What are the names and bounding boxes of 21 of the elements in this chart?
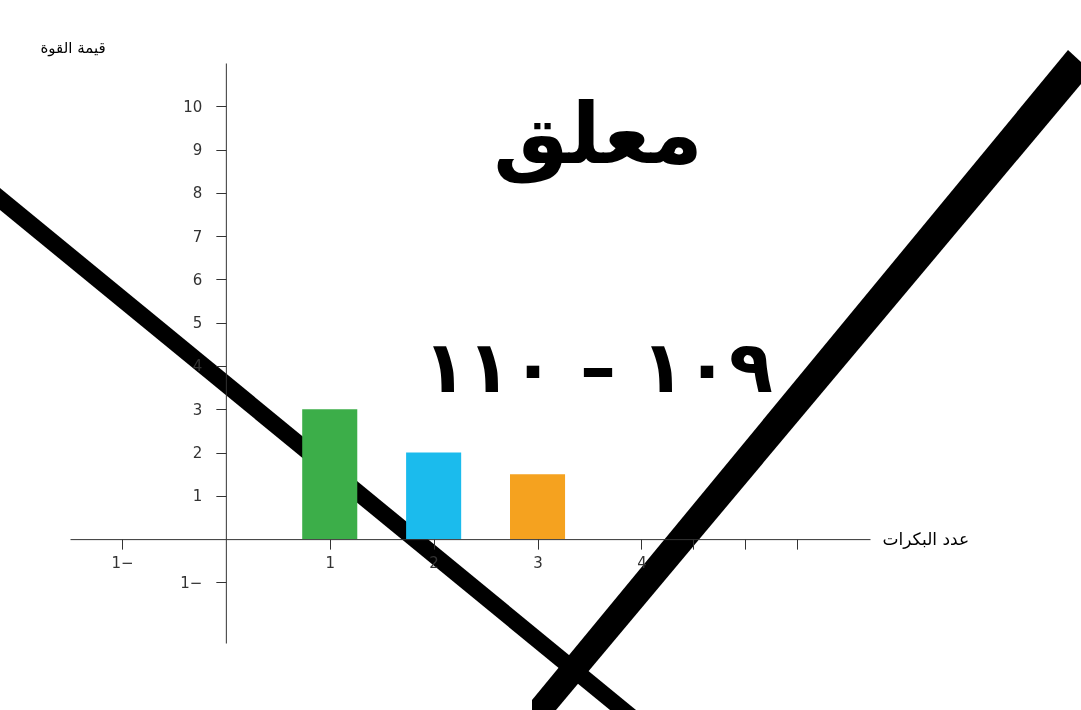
y-tick-label: 6	[192, 270, 203, 289]
y-axis-title: قيمة القوة	[40, 38, 106, 57]
y-tick-label: 1−	[180, 573, 203, 592]
annotation: ١٠٩ – ١١٠	[423, 325, 773, 410]
bar	[510, 474, 566, 540]
y-tick-label: 2	[192, 444, 203, 463]
y-tick-label: 5	[192, 314, 203, 333]
y-tick-label: 9	[192, 141, 203, 160]
annotation: معلق	[493, 85, 703, 185]
y-tick-label: 1	[192, 487, 203, 506]
bar	[302, 409, 358, 540]
y-tick-label: 7	[192, 227, 203, 246]
bar	[406, 452, 462, 540]
x-tick-label: 1	[325, 553, 336, 572]
x-tick-label: 4	[637, 553, 647, 572]
x-tick-label: 1−	[111, 553, 134, 572]
y-tick-label: 8	[192, 184, 203, 203]
x-axis-title: عدد البكرات	[882, 528, 970, 549]
y-tick-label: 3	[192, 400, 203, 419]
y-tick-label: 10	[183, 97, 203, 116]
x-tick-label: 3	[533, 553, 543, 572]
